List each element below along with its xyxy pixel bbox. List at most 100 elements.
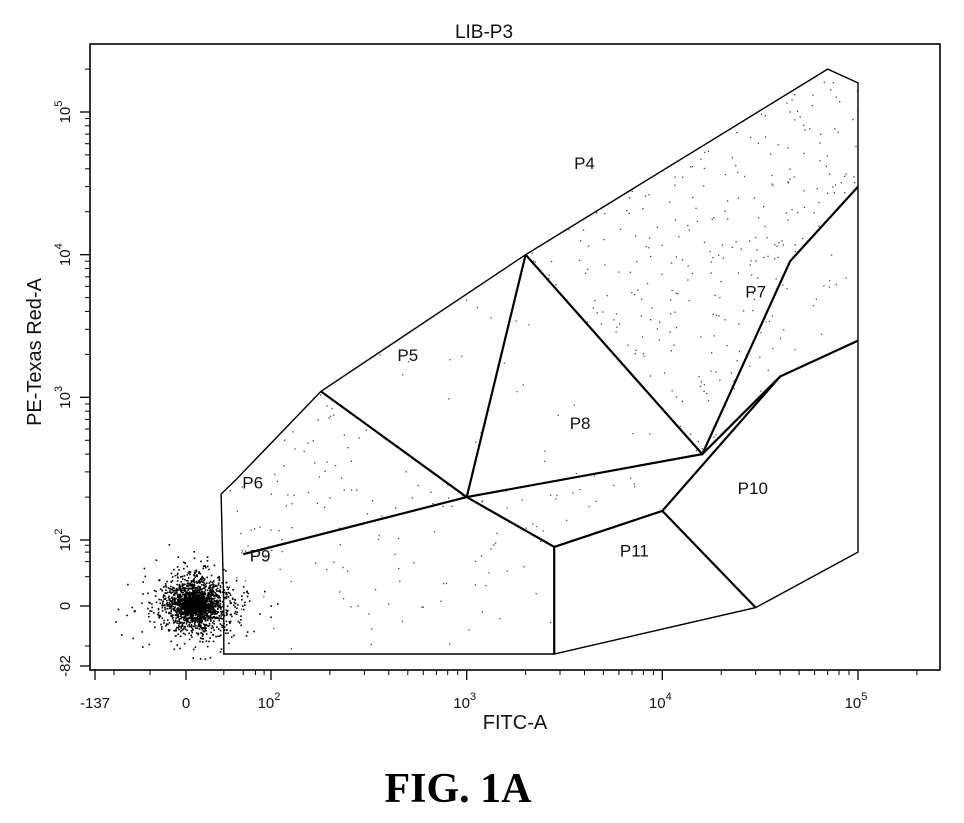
- scatter-point: [395, 507, 397, 509]
- scatter-point: [695, 207, 697, 209]
- scatter-point: [844, 192, 846, 194]
- scatter-point: [181, 578, 184, 580]
- scatter-point: [187, 605, 190, 607]
- scatter-point: [485, 584, 487, 587]
- scatter-point: [651, 307, 653, 309]
- scatter-point: [197, 595, 199, 597]
- scatter-point: [192, 579, 195, 581]
- scatter-point: [207, 615, 209, 617]
- scatter-point: [789, 178, 791, 180]
- scatter-point: [173, 598, 175, 601]
- scatter-point: [592, 307, 594, 309]
- scatter-point: [164, 584, 167, 587]
- scatter-point: [833, 192, 835, 194]
- scatter-point: [202, 630, 205, 633]
- x-tick-label: 0: [182, 695, 190, 712]
- scatter-point: [641, 336, 644, 338]
- scatter-point: [596, 312, 598, 314]
- scatter-point: [710, 272, 712, 274]
- scatter-point: [236, 607, 238, 610]
- scatter-point: [188, 588, 190, 591]
- scatter-point: [707, 400, 710, 402]
- scatter-point: [234, 610, 237, 613]
- scatter-point: [749, 240, 751, 242]
- scatter-point: [199, 594, 202, 597]
- scatter-point: [202, 608, 205, 611]
- scatter-point: [823, 285, 825, 287]
- scatter-point: [186, 620, 189, 623]
- scatter-point: [206, 595, 209, 597]
- scatter-point: [221, 614, 224, 616]
- scatter-point: [204, 583, 207, 586]
- scatter-point: [604, 264, 606, 266]
- scatter-point: [615, 331, 617, 333]
- scatter-point: [735, 165, 737, 167]
- scatter-point: [194, 610, 197, 612]
- scatter-point: [190, 587, 192, 590]
- scatter-point: [270, 616, 272, 619]
- scatter-point: [208, 587, 211, 590]
- scatter-point: [787, 181, 789, 183]
- scatter-point: [147, 592, 149, 595]
- scatter-point: [187, 577, 190, 579]
- scatter-point: [184, 578, 186, 581]
- scatter-point: [195, 569, 198, 572]
- y-tick-label-exponent: 3: [53, 386, 65, 392]
- scatter-point: [185, 623, 188, 625]
- scatter-point: [496, 532, 498, 534]
- scatter-point: [167, 629, 170, 631]
- scatter-point: [749, 365, 751, 367]
- scatter-point: [178, 628, 180, 631]
- scatter-point: [811, 104, 813, 107]
- scatter-point: [210, 606, 213, 609]
- scatter-point: [196, 604, 198, 606]
- scatter-point: [180, 588, 182, 590]
- scatter-point: [193, 574, 196, 577]
- scatter-point: [292, 431, 294, 433]
- scatter-point: [194, 646, 197, 648]
- scatter-point: [217, 607, 219, 610]
- scatter-point: [169, 612, 171, 615]
- scatter-point: [700, 158, 702, 160]
- scatter-point: [691, 166, 694, 168]
- scatter-point: [183, 616, 186, 619]
- scatter-point: [210, 584, 213, 586]
- scatter-point: [197, 621, 199, 623]
- scatter-point: [199, 607, 201, 609]
- scatter-point: [121, 634, 123, 636]
- scatter-point: [474, 584, 477, 586]
- scatter-point: [170, 640, 172, 643]
- scatter-point: [671, 390, 673, 392]
- gate-label-p11: P11: [620, 541, 649, 560]
- scatter-point: [183, 598, 186, 601]
- scatter-point: [656, 226, 658, 228]
- scatter-point: [757, 277, 759, 279]
- scatter-point: [180, 625, 182, 628]
- scatter-point: [180, 599, 182, 601]
- scatter-point: [189, 591, 191, 593]
- scatter-point: [629, 271, 631, 273]
- scatter-point: [182, 605, 184, 607]
- scatter-point: [203, 601, 206, 603]
- scatter-point: [161, 617, 164, 620]
- scatter-point: [192, 593, 195, 596]
- scatter-point: [246, 590, 248, 593]
- scatter-point: [579, 488, 581, 491]
- scatter-point: [179, 610, 181, 612]
- scatter-point: [219, 605, 221, 607]
- scatter-point: [402, 374, 404, 376]
- scatter-point: [171, 600, 174, 602]
- scatter-point: [211, 581, 214, 584]
- scatter-point: [211, 603, 213, 605]
- scatter-point: [199, 605, 201, 607]
- scatter-point: [217, 600, 220, 602]
- scatter-point: [532, 523, 534, 525]
- scatter-point: [166, 602, 169, 604]
- scatter-point: [649, 433, 651, 435]
- scatter-point: [168, 605, 170, 607]
- scatter-point: [142, 646, 144, 648]
- scatter-point: [191, 586, 194, 589]
- scatter-point: [201, 641, 204, 643]
- scatter-point: [188, 595, 191, 597]
- scatter-point: [202, 565, 205, 567]
